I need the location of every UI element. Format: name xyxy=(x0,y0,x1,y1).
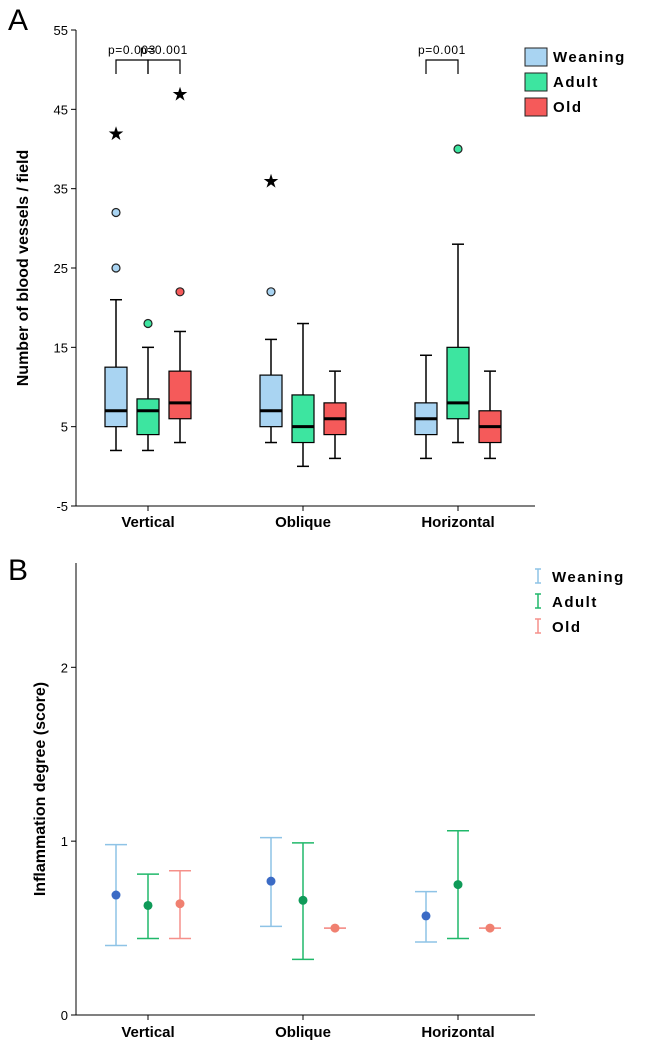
iqr-box xyxy=(104,366,128,428)
outlier-point xyxy=(111,263,121,273)
legend-swatch-weaning xyxy=(524,47,548,67)
y-tick-label: 0 xyxy=(61,1008,68,1023)
outlier-point xyxy=(175,287,185,297)
y-axis-title: Number of blood vessels / field xyxy=(15,150,32,387)
mean-point xyxy=(111,890,121,900)
legend-errorbar-old xyxy=(535,618,541,634)
legend-label-old: Old xyxy=(552,619,582,636)
errorbar-weaning-horizontal xyxy=(415,890,437,943)
x-tick-label-horizontal: Horizontal xyxy=(421,514,494,531)
legend-swatch-adult xyxy=(524,72,548,92)
errorbar-adult-oblique xyxy=(292,842,314,961)
legend-errorbar-weaning xyxy=(535,568,541,584)
legend-swatch-old xyxy=(524,97,548,117)
p-value-label: p=0.003 xyxy=(108,43,156,57)
errorbar-weaning-vertical xyxy=(105,843,127,947)
iqr-box xyxy=(291,394,315,444)
legend-label-weaning: Weaning xyxy=(553,49,626,66)
outlier-point xyxy=(111,207,121,218)
mean-point xyxy=(421,911,431,921)
box-old-horizontal xyxy=(478,370,502,460)
legend-label-adult: Adult xyxy=(552,594,598,611)
errorbar-weaning-oblique xyxy=(260,836,282,928)
y-tick-label: 5 xyxy=(61,420,68,435)
box-old-vertical: ★ xyxy=(168,84,192,444)
bracket-line xyxy=(115,59,149,74)
bracket-line xyxy=(425,59,459,74)
errorbar-old-oblique xyxy=(324,923,346,933)
box-adult-horizontal xyxy=(446,144,470,444)
iqr-box xyxy=(136,398,160,436)
y-tick-label: 1 xyxy=(61,834,68,849)
box-weaning-oblique: ★ xyxy=(259,172,283,444)
p-value-label: p=0.001 xyxy=(140,43,188,57)
extreme-star: ★ xyxy=(171,84,188,105)
outlier-point xyxy=(266,287,276,297)
extreme-star: ★ xyxy=(107,124,124,145)
y-tick-label: -5 xyxy=(56,499,68,514)
mean-point xyxy=(175,899,185,909)
p-value-label: p=0.001 xyxy=(418,43,466,57)
x-tick-label-horizontal: Horizontal xyxy=(421,1024,494,1041)
mean-point xyxy=(266,876,276,886)
outlier-point xyxy=(453,144,463,154)
box-weaning-horizontal xyxy=(414,354,438,460)
x-tick-label-oblique: Oblique xyxy=(275,1024,331,1041)
errorbar-old-horizontal xyxy=(479,923,501,933)
errorbar-adult-horizontal xyxy=(447,829,469,940)
iqr-box xyxy=(259,374,283,428)
x-tick-label-vertical: Vertical xyxy=(121,1024,174,1041)
y-tick-label: 55 xyxy=(54,23,68,38)
panel-b-label: B xyxy=(8,554,28,587)
mean-point xyxy=(298,895,308,905)
y-tick-label: 25 xyxy=(54,261,68,276)
y-tick-label: 2 xyxy=(61,660,68,675)
outlier-point xyxy=(143,318,153,329)
legend-errorbar-adult xyxy=(535,593,541,609)
y-tick-label: 35 xyxy=(54,182,68,197)
errorbar-adult-vertical xyxy=(137,873,159,940)
box-plot-chart: -5 5 15 25 35 45 55 Vertical Oblique Horizontal Nu… xyxy=(15,23,626,531)
legend-label-weaning: Weaning xyxy=(552,569,625,586)
box-weaning-vertical: ★ xyxy=(104,124,128,452)
errorbar-old-vertical xyxy=(169,869,191,940)
bracket-line xyxy=(147,59,181,74)
y-tick-label: 15 xyxy=(54,340,68,355)
mean-point xyxy=(485,923,495,933)
error-bar-chart: 0 1 2 Vertical Oblique Horizontal Inflammation… xyxy=(32,563,625,1041)
iqr-box xyxy=(446,346,470,420)
box-adult-oblique xyxy=(291,322,315,468)
iqr-box xyxy=(168,370,192,420)
extreme-star: ★ xyxy=(262,172,279,193)
mean-point xyxy=(330,923,340,933)
mean-point xyxy=(143,900,153,910)
legend-label-adult: Adult xyxy=(553,74,599,91)
panel-a-label: A xyxy=(8,4,28,37)
x-tick-label-vertical: Vertical xyxy=(121,514,174,531)
box-adult-vertical xyxy=(136,318,160,452)
significance-bracket: p=0.001 xyxy=(418,43,466,74)
x-tick-label-oblique: Oblique xyxy=(275,514,331,531)
y-tick-label: 45 xyxy=(54,102,68,117)
box-old-oblique xyxy=(323,370,347,460)
y-axis-title: Inflammation degree (score) xyxy=(32,682,49,896)
mean-point xyxy=(453,880,463,890)
legend-label-old: Old xyxy=(553,99,583,116)
significance-bracket: p=0.001 xyxy=(140,43,188,74)
